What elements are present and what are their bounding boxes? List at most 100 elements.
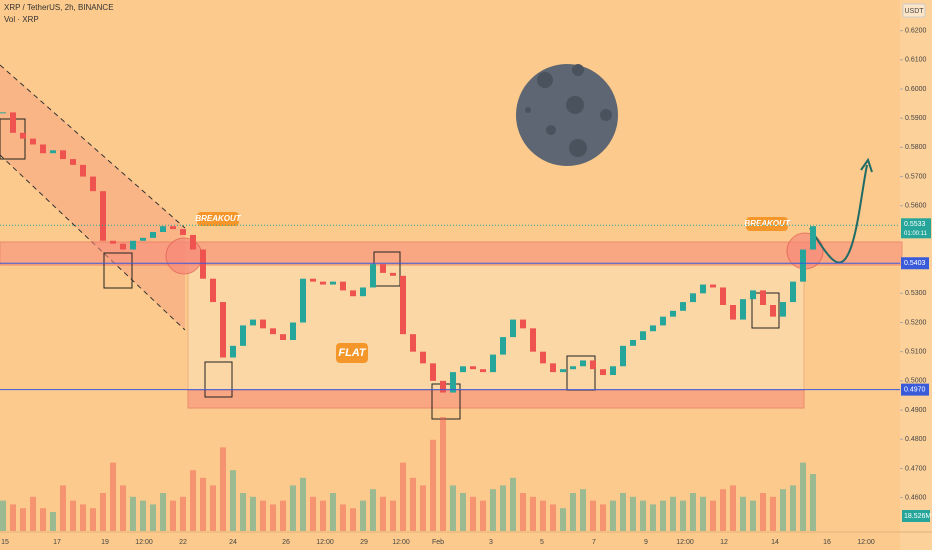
candle: [290, 322, 296, 341]
candle: [360, 287, 366, 297]
candle: [480, 369, 486, 373]
candle: [100, 191, 106, 241]
candle: [310, 278, 316, 282]
candle: [440, 380, 446, 393]
volume-bar: [350, 508, 356, 531]
candle: [80, 164, 86, 177]
candle: [490, 354, 496, 373]
volume-bar: [90, 508, 96, 531]
volume-bar: [230, 470, 236, 531]
volume-bar: [80, 504, 86, 531]
label-box: [746, 217, 788, 231]
volume-label-box: [902, 510, 930, 522]
x-tick-label: 24: [229, 539, 237, 546]
candle: [710, 284, 716, 288]
candle: [330, 281, 336, 285]
candle: [450, 372, 456, 393]
volume-bar: [200, 477, 206, 531]
candle: [720, 287, 726, 305]
candle: [810, 226, 816, 250]
candle: [280, 334, 286, 341]
candle: [0, 112, 6, 114]
volume-bar: [480, 500, 486, 531]
volume-bar: [130, 496, 136, 531]
volume-bar: [420, 485, 426, 531]
volume-bar: [30, 496, 36, 531]
candle: [180, 229, 186, 235]
volume-bar: [240, 493, 246, 531]
volume-bar: [560, 508, 566, 531]
x-tick-label: 9: [644, 539, 648, 546]
volume-bar: [190, 470, 196, 531]
candle: [780, 302, 786, 317]
volume-bar: [360, 500, 366, 531]
volume-bar: [70, 500, 76, 531]
currency: USDT: [904, 8, 924, 15]
candle: [320, 281, 326, 285]
volume-bar: [610, 500, 616, 531]
x-tick-label: 12:00: [676, 539, 694, 546]
candle: [750, 290, 756, 300]
y-tick-label: 0.4700: [905, 465, 927, 472]
volume-bar: [810, 474, 816, 531]
y-tick-label: 0.5200: [905, 319, 927, 326]
volume-bar: [180, 496, 186, 531]
volume-label: 18.526M: [904, 513, 931, 520]
volume-bar: [770, 496, 776, 531]
y-tick-label: 0.6000: [905, 86, 927, 93]
candle: [770, 304, 776, 317]
moon: [516, 64, 618, 166]
candle: [460, 366, 466, 373]
level-label: 0.4970: [904, 386, 926, 393]
volume-bar: [460, 493, 466, 531]
x-tick-label: 15: [1, 539, 9, 546]
candle: [50, 150, 56, 154]
level-box: [901, 383, 929, 396]
candle: [730, 304, 736, 320]
volume-bar: [330, 493, 336, 531]
x-tick-label: 3: [489, 539, 493, 546]
candle: [220, 302, 226, 358]
candle: [40, 144, 46, 154]
y-tick-label: 0.5900: [905, 115, 927, 122]
volume-bar: [440, 417, 446, 531]
volume-bar: [110, 462, 116, 531]
label-box: [336, 343, 368, 363]
volume-bar: [300, 477, 306, 531]
x-tick-label: 12:00: [135, 539, 153, 546]
candle: [110, 240, 116, 244]
y-tick-label: 0.5600: [905, 203, 927, 210]
annotation: BREAKOUT: [195, 214, 241, 223]
candle: [530, 328, 536, 352]
candle: [370, 264, 376, 288]
candle: [590, 360, 596, 370]
candle: [660, 316, 666, 326]
candle: [520, 319, 526, 329]
volume-bar: [210, 485, 216, 531]
candle: [260, 319, 266, 329]
volume-bar: [630, 496, 636, 531]
x-tick-label: 26: [282, 539, 290, 546]
candle: [390, 272, 396, 276]
x-tick-label: 5: [540, 539, 544, 546]
volume-bar: [120, 485, 126, 531]
volume-bar: [450, 485, 456, 531]
volume-bar: [530, 496, 536, 531]
candle: [740, 299, 746, 320]
candle: [190, 234, 196, 250]
candle: [210, 278, 216, 303]
volume-bar: [740, 496, 746, 531]
volume-bar: [50, 512, 56, 531]
chart-title: XRP / TetherUS, 2h, BINANCE: [4, 3, 114, 12]
x-tick-label: 12: [720, 539, 728, 546]
volume-bar: [220, 447, 226, 531]
x-tick-label: 19: [101, 539, 109, 546]
candle: [150, 232, 156, 238]
candle: [430, 363, 436, 381]
arrow-head: [860, 157, 873, 173]
volume-bar: [550, 504, 556, 531]
x-tick-label: 12:00: [316, 539, 334, 546]
candle: [60, 150, 66, 160]
last-price-label: 0.5533: [904, 221, 926, 228]
candle: [600, 369, 606, 376]
